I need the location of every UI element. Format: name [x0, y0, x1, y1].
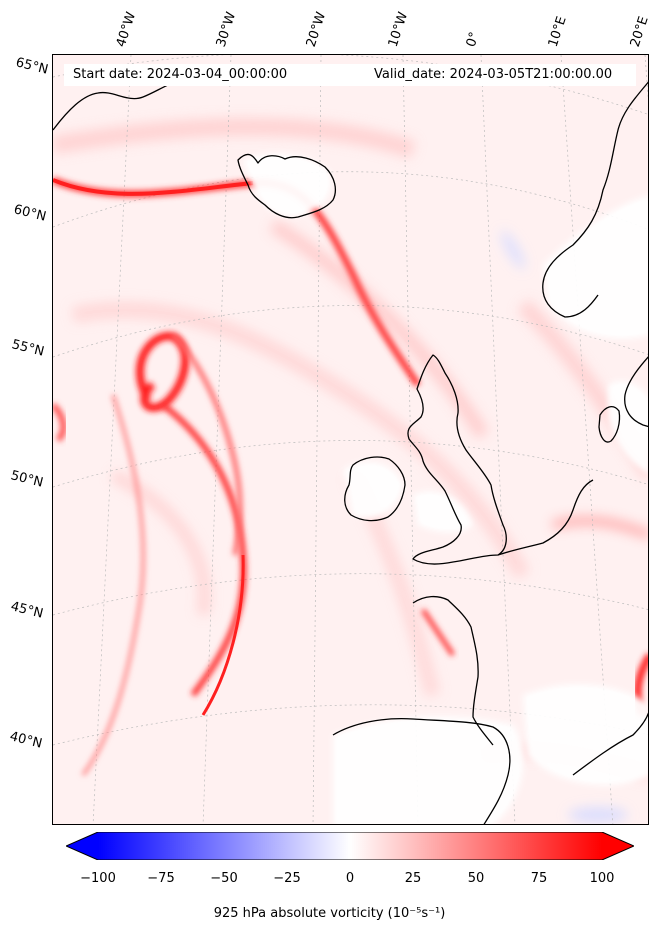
- colorbar-tick: 0: [345, 871, 355, 886]
- colorbar-tick: 75: [530, 871, 548, 886]
- lon-label-40w: 40°W: [113, 10, 140, 49]
- coastline-mediterranean: [572, 712, 648, 776]
- lat-label-50n: 50°N: [9, 468, 45, 491]
- colorbar-label: 925 hPa absolute vorticity (10⁻⁵s⁻¹): [213, 906, 446, 921]
- colorbar-tick: 50: [467, 871, 485, 886]
- lat-label-65n: 65°N: [14, 55, 50, 78]
- colorbar-tick: 25: [404, 871, 422, 886]
- colorbar-extend-max: [602, 832, 634, 860]
- coastline-benelux: [497, 479, 594, 556]
- colorbar-tick: 100: [589, 871, 615, 886]
- colorbar-gradient: [98, 832, 602, 860]
- coastline-norway: [542, 81, 648, 318]
- map-canvas: [53, 55, 648, 824]
- coastline-iberia: [332, 717, 511, 824]
- coastline-great-britain: [407, 354, 507, 565]
- title-strip: [64, 64, 636, 86]
- vorticity-filaments: [53, 176, 648, 777]
- lon-label-0: 0°: [463, 30, 483, 49]
- lat-label-40n: 40°N: [8, 729, 44, 752]
- colorbar-extend-min: [66, 832, 98, 860]
- coastline-sweden: [624, 356, 648, 428]
- land-low-vorticity: [243, 153, 648, 824]
- valid-date-label: Valid_date: 2024-03-05T21:00:00.00: [374, 67, 613, 82]
- lon-label-20w: 20°W: [303, 10, 330, 49]
- colorbar-tick: −75: [147, 871, 175, 886]
- colorbar-tick: −25: [273, 871, 301, 886]
- colorbar: [66, 832, 634, 860]
- coastlines: [53, 74, 648, 824]
- coastline-france: [412, 595, 494, 746]
- lon-label-10w: 10°W: [385, 10, 412, 49]
- lon-label-20e: 20°E: [627, 14, 652, 50]
- colorbar-tick: −50: [210, 871, 238, 886]
- coastline-ireland: [344, 456, 406, 522]
- coastline-denmark: [598, 405, 621, 443]
- colorbar-tick: −100: [80, 871, 116, 886]
- coastline-iceland: [237, 153, 336, 219]
- start-date-label: Start date: 2024-03-04_00:00:00: [73, 67, 288, 82]
- lat-label-45n: 45°N: [9, 599, 45, 622]
- lon-label-10e: 10°E: [545, 14, 570, 50]
- vorticity-map: [52, 54, 649, 825]
- lat-label-60n: 60°N: [12, 202, 48, 225]
- lat-label-55n: 55°N: [10, 337, 46, 360]
- lon-label-30w: 30°W: [213, 10, 240, 49]
